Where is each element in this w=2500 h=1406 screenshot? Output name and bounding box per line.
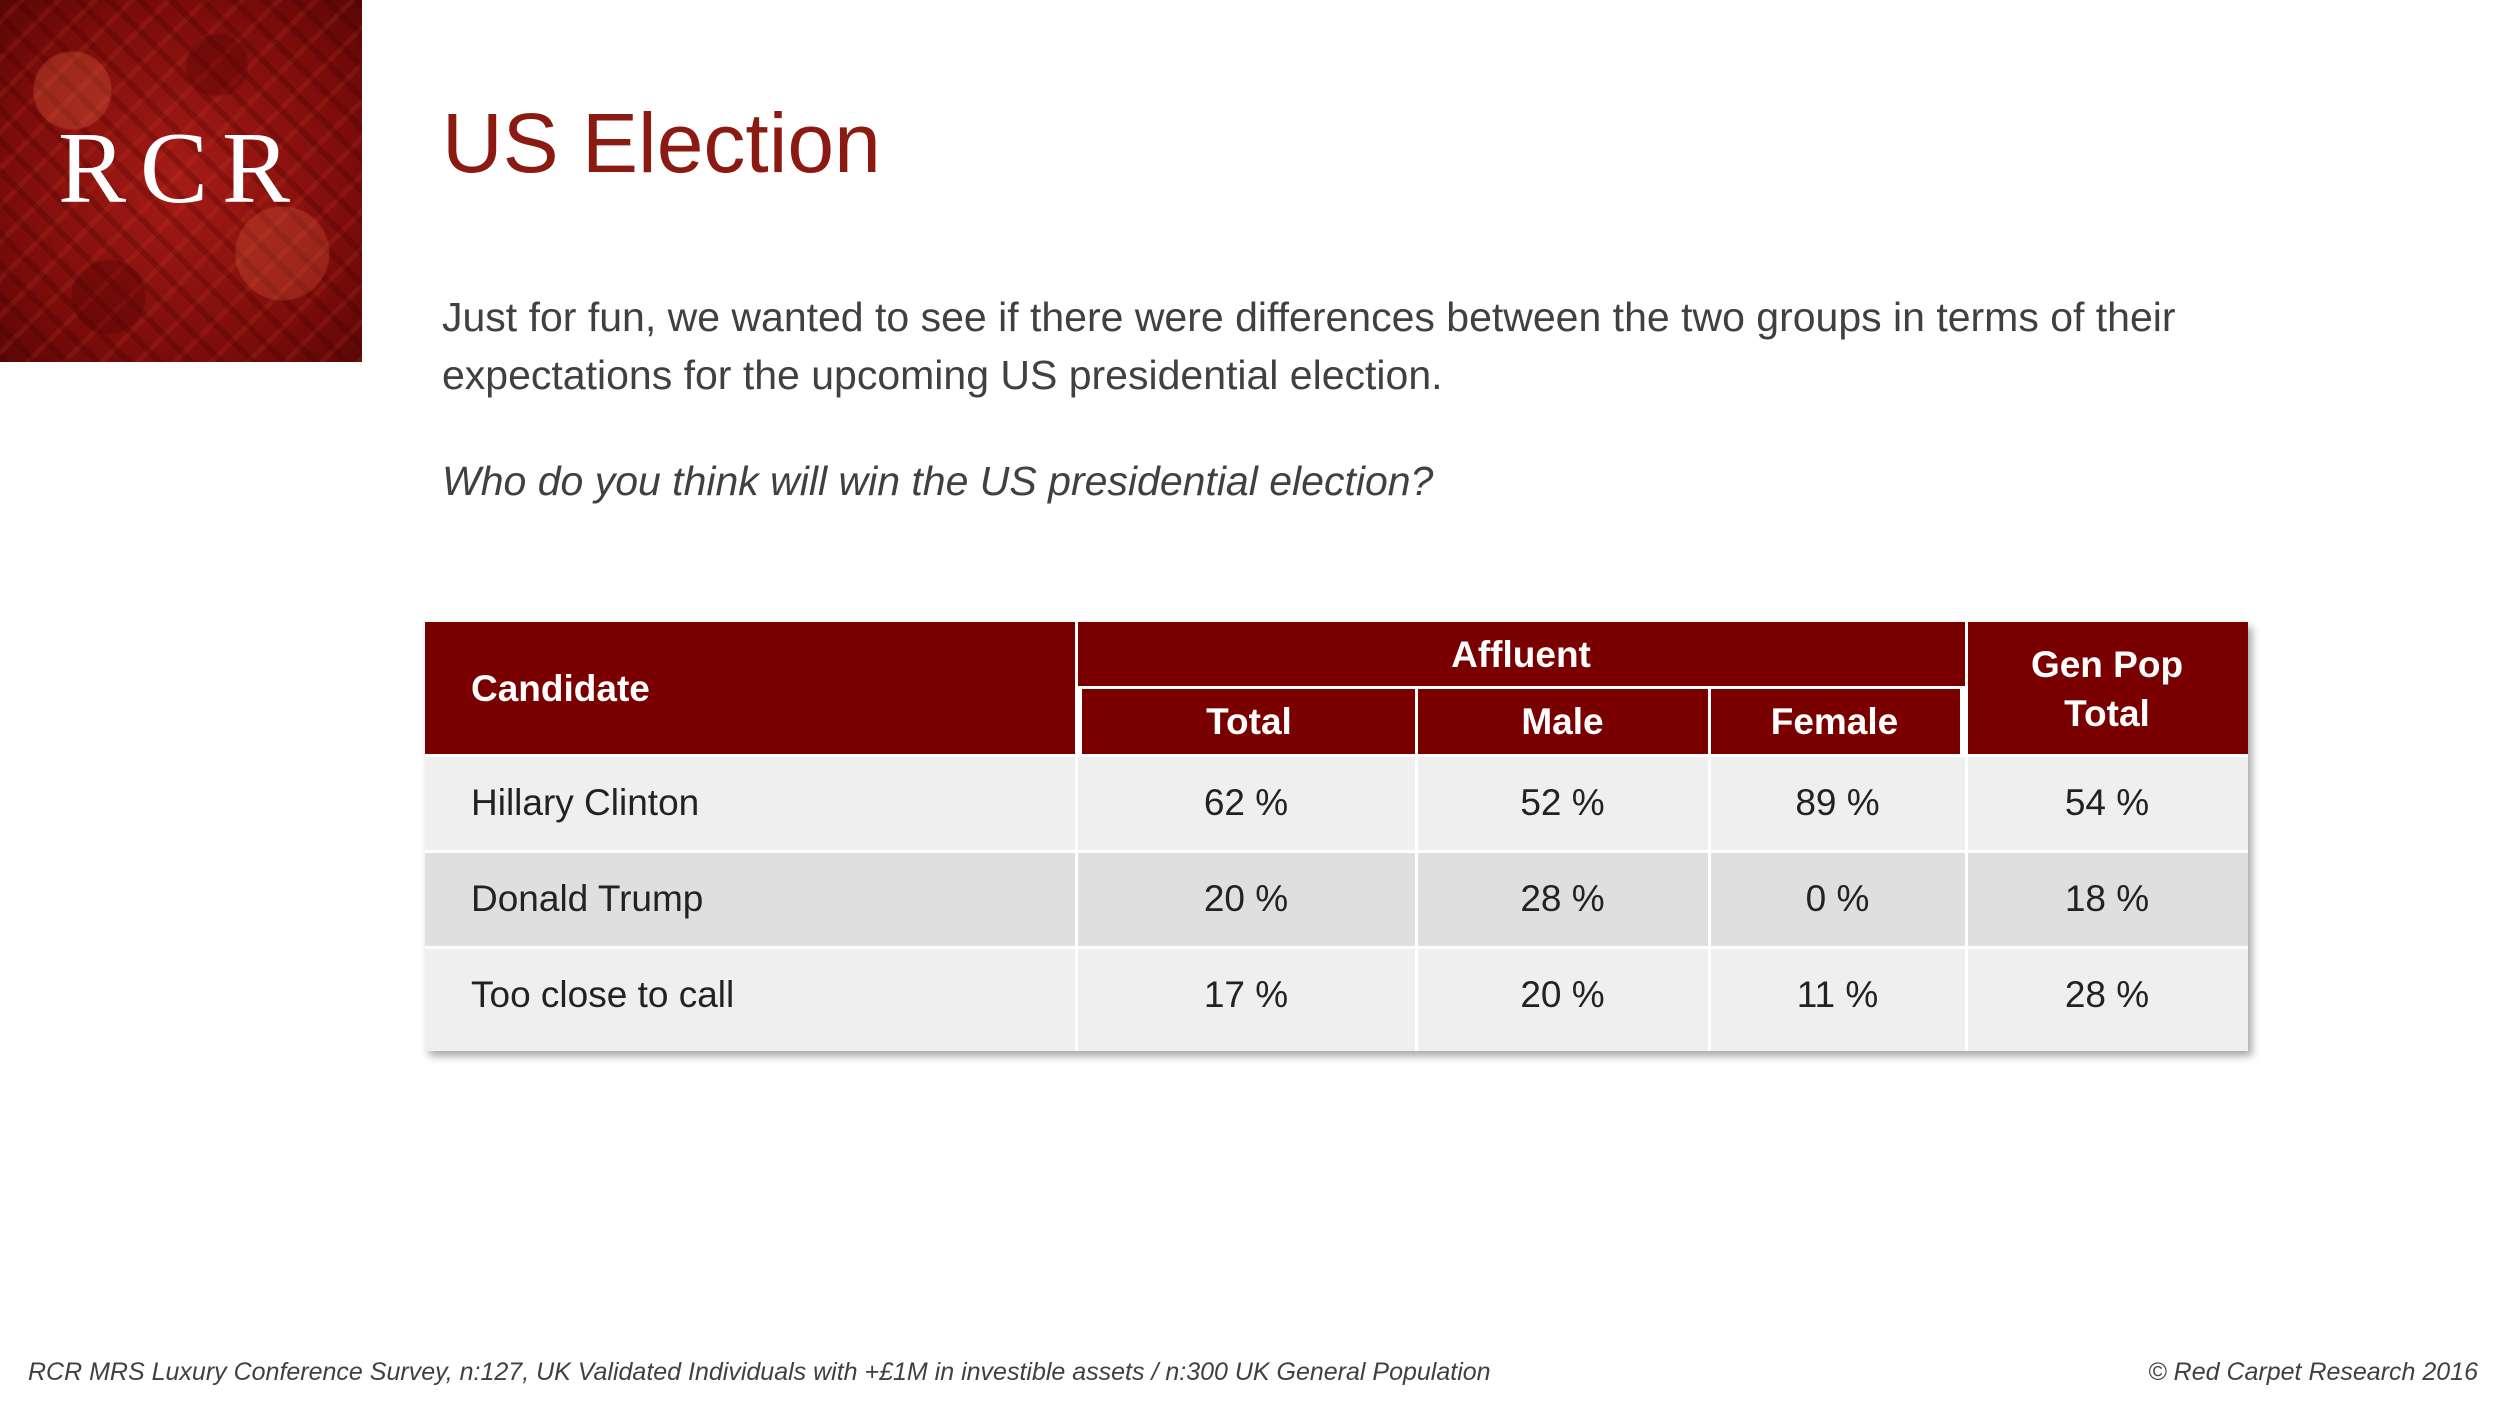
header-affluent-label: Affluent (1451, 634, 1591, 675)
row-2-genpop: 18 % (2064, 878, 2150, 919)
row-3-male: 20 % (1520, 974, 1605, 1015)
header-genpop: Gen Pop Total (1966, 622, 2248, 755)
row-3-genpop: 28 % (2064, 974, 2150, 1015)
row-1-genpop: 54 % (2064, 782, 2150, 823)
row-2-female: 0 % (1805, 878, 1870, 919)
row-3-candidate: Too close to call (471, 974, 735, 1015)
rcr-logo: RCR (0, 0, 362, 362)
table-row (425, 851, 2248, 947)
divider (425, 946, 2248, 949)
table-row (425, 947, 2248, 1051)
divider (1708, 688, 1711, 1051)
row-2-total: 20 % (1203, 878, 1289, 919)
header-candidate-label: Candidate (471, 667, 650, 709)
row-1-female: 89 % (1795, 782, 1880, 823)
row-1-male: 52 % (1520, 782, 1605, 823)
header-candidate: Candidate (425, 622, 1076, 755)
row-1-total: 62 % (1203, 782, 1289, 823)
divider (1965, 622, 1968, 1051)
row-2-male: 28 % (1520, 878, 1605, 919)
divider (1075, 622, 1078, 1051)
survey-question: Who do you think will win the US preside… (442, 458, 1434, 504)
divider (1415, 688, 1418, 1051)
source-note: RCR MRS Luxury Conference Survey, n:127,… (28, 1358, 1491, 1386)
divider (425, 850, 2248, 853)
logo-text: RCR (57, 112, 305, 225)
intro-paragraph: Just for fun, we wanted to see if there … (442, 294, 2176, 398)
results-table: Candidate Affluent Total Male Female Gen… (425, 622, 2248, 1051)
slide-title: US Election (442, 96, 881, 190)
header-total-label: Total (1206, 700, 1292, 742)
copyright: © Red Carpet Research 2016 (2148, 1358, 2478, 1386)
header-genpop-line2: Total (2064, 692, 2150, 734)
row-3-female: 11 % (1796, 974, 1879, 1015)
divider (425, 754, 2248, 757)
row-3-total: 17 % (1203, 974, 1289, 1015)
header-male-label: Male (1521, 700, 1604, 742)
header-total: Total (1076, 688, 1416, 755)
header-affluent: Affluent (1076, 622, 1966, 688)
table-row (425, 755, 2248, 851)
header-female-label: Female (1770, 700, 1899, 742)
header-genpop-line1: Gen Pop (2030, 643, 2184, 685)
row-2-candidate: Donald Trump (471, 878, 704, 919)
header-female: Female (1709, 688, 1966, 755)
row-1-candidate: Hillary Clinton (471, 782, 700, 823)
divider (1076, 686, 1966, 689)
header-male: Male (1416, 688, 1709, 755)
